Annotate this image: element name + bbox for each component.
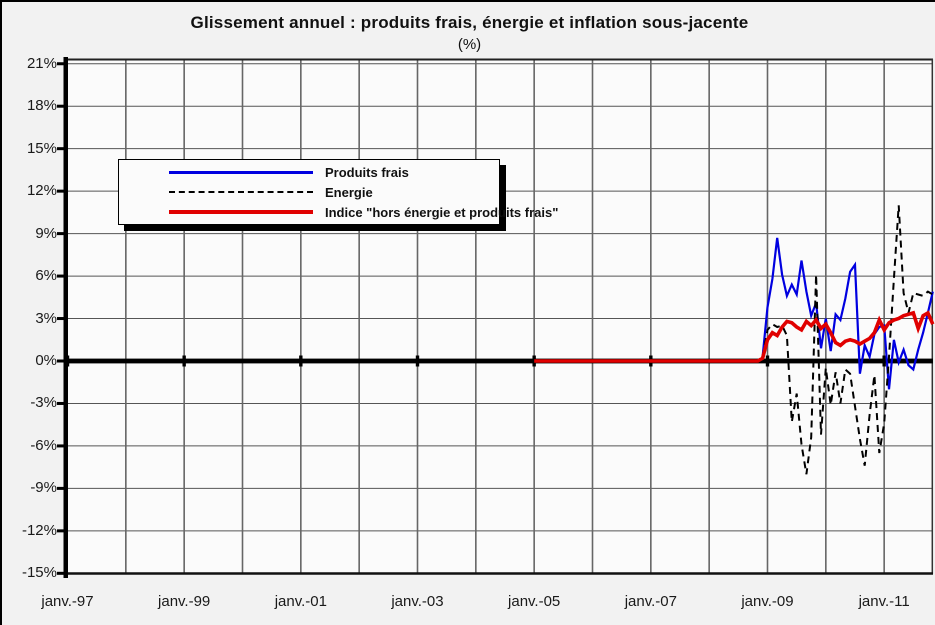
y-axis-tick <box>57 274 64 278</box>
x-axis-tick <box>299 355 303 367</box>
x-axis-label: janv.-97 <box>41 593 94 610</box>
x-axis-tick <box>765 355 770 367</box>
series-line-indice <box>534 310 935 363</box>
y-axis-label: 6% <box>35 267 57 285</box>
y-axis-tick <box>57 104 64 108</box>
y-axis-label: 9% <box>35 224 57 242</box>
y-axis-label: -6% <box>30 436 57 454</box>
y-axis-tick <box>57 444 64 448</box>
series-line-energie <box>761 205 934 475</box>
y-axis-label: 12% <box>26 182 57 200</box>
y-axis-tick <box>57 189 64 193</box>
x-axis-label: janv.-01 <box>274 593 327 610</box>
y-axis-label: -3% <box>30 394 57 412</box>
x-axis-tick <box>532 355 536 367</box>
legend-label-produits-frais: Produits frais <box>325 164 409 180</box>
plot-background <box>64 59 933 574</box>
legend-item-energie: Energie <box>119 182 499 202</box>
x-axis-label: janv.-05 <box>508 593 561 610</box>
y-axis-tick <box>57 401 64 405</box>
x-axis-tick <box>415 355 420 367</box>
legend-item-indice: Indice "hors énergie et produits frais" <box>119 202 558 222</box>
x-axis-tick <box>65 355 70 367</box>
chart-title: Glissement annuel : produits frais, éner… <box>190 13 749 32</box>
y-axis-tick <box>57 232 64 236</box>
y-axis-label: 21% <box>26 54 57 72</box>
x-axis-label: janv.-99 <box>158 593 211 610</box>
legend: Produits frais Energie Indice "hors éner… <box>118 159 558 225</box>
chart-subtitle: (%) <box>457 36 482 53</box>
y-axis-tick <box>57 571 64 575</box>
y-axis-label: 3% <box>35 309 57 327</box>
y-axis-label: -9% <box>30 479 57 497</box>
x-axis-label: janv.-03 <box>391 593 444 610</box>
y-axis-label: -15% <box>21 564 57 582</box>
y-axis-tick <box>57 359 64 363</box>
legend-label-indice: Indice "hors énergie et produits frais" <box>325 204 559 220</box>
x-axis-label: janv.-07 <box>624 593 677 610</box>
y-axis-line <box>63 57 68 578</box>
x-axis-label: janv.-09 <box>741 593 794 610</box>
y-axis-label: 18% <box>26 97 57 115</box>
produits-frais-line-sample-icon <box>169 170 313 174</box>
x-axis-label: janv.-11 <box>858 593 910 610</box>
y-axis-tick <box>57 486 64 490</box>
y-axis-tick <box>57 317 64 321</box>
indice-line-sample-icon <box>169 210 313 214</box>
y-axis-tick <box>57 529 64 533</box>
legend-item-produits-frais: Produits frais <box>119 162 499 182</box>
series-line-produits-frais <box>761 237 934 390</box>
y-axis-tick <box>57 62 64 66</box>
energie-line-sample-icon <box>169 191 313 193</box>
y-axis-label: -12% <box>21 521 57 539</box>
x-axis-tick <box>882 355 886 367</box>
y-axis-label: 0% <box>35 352 57 369</box>
zero-axis-line <box>64 358 933 364</box>
legend-label-energie: Energie <box>325 184 373 200</box>
y-axis-label: 15% <box>26 139 57 157</box>
x-axis-tick <box>182 355 186 367</box>
y-axis-tick <box>57 147 64 151</box>
